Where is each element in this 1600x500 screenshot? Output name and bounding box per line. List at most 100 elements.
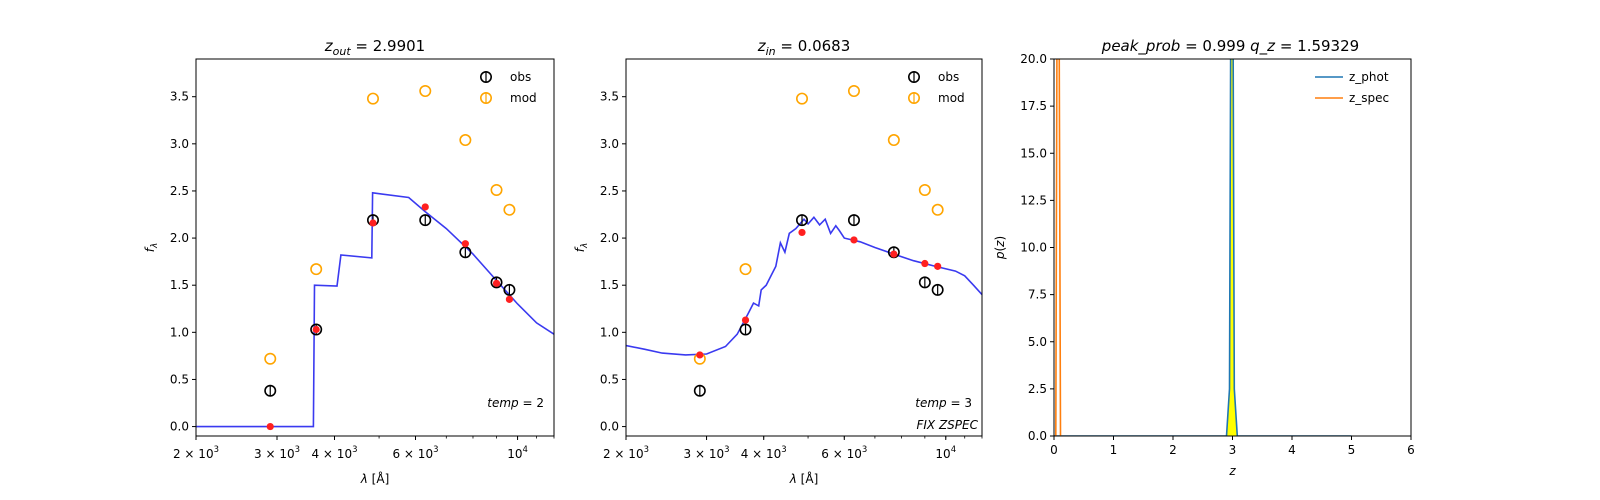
model-flux-point: [461, 240, 469, 248]
model-flux-point: [492, 279, 501, 287]
y-tick-label: 20.0: [1020, 52, 1047, 66]
y-tick-label: 1.5: [600, 278, 619, 292]
x-tick-label: 5: [1348, 443, 1356, 457]
legend-label: obs: [938, 70, 959, 84]
y-tick-label: 0.5: [170, 372, 189, 386]
series-line-z-phot: [1054, 59, 1352, 436]
mod-point: [931, 203, 944, 216]
x-axis-label: λ [Å]: [360, 471, 390, 486]
mod-point: [459, 134, 472, 147]
model-flux-point: [798, 228, 806, 237]
template-annotation: temp = 2: [487, 396, 544, 410]
x-tick-label: 6 × 103: [392, 445, 438, 461]
mod-point: [739, 263, 752, 276]
obs-point: [739, 323, 752, 336]
panel-title: zout = 2.9901: [324, 37, 425, 58]
legend-label: obs: [510, 70, 531, 84]
model-flux-point: [850, 236, 858, 244]
x-tick-label: 104: [507, 445, 528, 461]
sed-panel-in: 0.0 0.5 1.0 1.5 2.0 2.5 3.0 3.5 2 × 103 3 × 103 4 …: [573, 37, 983, 486]
obs-point: [310, 323, 323, 336]
x-tick-label: 2 × 103: [173, 445, 219, 461]
x-tick-label: 4: [1288, 443, 1296, 457]
mod-point: [847, 85, 860, 98]
y-tick-label: 0.5: [600, 372, 619, 386]
model-flux-point: [921, 259, 929, 268]
x-tick-label: 1: [1110, 443, 1118, 457]
x-tick-label: 3 × 103: [684, 445, 730, 461]
obs-point: [264, 384, 277, 397]
y-tick-label: 1.0: [170, 325, 189, 339]
obs-point: [796, 214, 809, 227]
x-tick-label: 2 × 103: [603, 445, 649, 461]
legend-marker: [907, 92, 920, 105]
model-flux-point: [696, 351, 704, 359]
y-tick-label: 10.0: [1020, 241, 1047, 255]
y-tick-label: 2.0: [600, 231, 619, 245]
x-tick-label: 4 × 103: [741, 445, 787, 461]
x-tick-label: 3: [1229, 443, 1237, 457]
y-tick-label: 3.0: [170, 137, 189, 151]
model-flux-point: [934, 262, 942, 270]
mod-point: [366, 92, 379, 105]
y-tick-label: 2.5: [170, 184, 189, 198]
model-flux-point: [266, 422, 274, 431]
model-flux-point: [421, 203, 429, 211]
mod-point: [796, 92, 809, 105]
panel-title: zin = 0.0683: [757, 37, 851, 58]
axes-frame: [625, 58, 983, 437]
y-tick-label: 3.5: [600, 90, 619, 104]
y-tick-label: 15.0: [1020, 146, 1047, 160]
x-axis-label: z: [1228, 464, 1236, 478]
y-tick-label: 7.5: [1028, 288, 1047, 302]
legend-label: mod: [938, 91, 965, 105]
pz-panel: 0.0 2.5 5.0 7.5 10.0 12.5 15.0 17.5 20.0 0 1 2 3 4 5 6 p…: [993, 37, 1415, 478]
model-flux-point: [369, 219, 377, 227]
x-tick-label: 3 × 103: [254, 445, 300, 461]
mod-point: [887, 134, 900, 147]
y-tick-label: 2.5: [600, 184, 619, 198]
x-tick-label: 2: [1169, 443, 1177, 457]
y-tick-label: 1.0: [600, 325, 619, 339]
x-tick-label: 0: [1050, 443, 1058, 457]
mod-point: [918, 184, 931, 197]
y-tick-label: 2.5: [1028, 382, 1047, 396]
y-tick-label: 2.0: [170, 231, 189, 245]
mod-point: [310, 263, 323, 276]
y-axis-label: fλ: [143, 243, 160, 253]
series-line-z-spec: [1055, 59, 1062, 436]
model-flux-point: [505, 295, 514, 303]
y-tick-label: 0.0: [600, 420, 619, 434]
y-tick-label: 3.5: [170, 90, 189, 104]
y-tick-label: 17.5: [1020, 99, 1047, 113]
y-tick-label: 5.0: [1028, 335, 1047, 349]
y-axis-label: p(z): [993, 236, 1007, 260]
sed-line: [196, 191, 554, 428]
legend-label: z_spec: [1349, 91, 1389, 105]
panel-title: peak_prob = 0.999 q_z = 1.59329: [1101, 37, 1359, 56]
x-axis-label: λ [Å]: [789, 471, 819, 486]
obs-point: [419, 214, 432, 227]
mod-point: [419, 85, 432, 98]
mod-point: [503, 203, 516, 216]
obs-point: [693, 384, 706, 397]
axes-frame: [195, 58, 555, 437]
obs-point: [918, 276, 931, 289]
y-tick-label: 12.5: [1020, 193, 1047, 207]
obs-point: [847, 214, 860, 227]
y-axis-label: fλ: [573, 243, 590, 253]
x-tick-label: 6 × 103: [821, 445, 867, 461]
legend-label: z_phot: [1349, 70, 1389, 84]
x-tick-label: 6: [1407, 443, 1415, 457]
pz-fill: [1226, 59, 1238, 436]
legend-marker: [907, 71, 920, 84]
obs-point: [503, 283, 516, 296]
y-tick-label: 0.0: [1028, 429, 1047, 443]
y-tick-label: 0.0: [170, 420, 189, 434]
y-tick-label: 3.0: [600, 137, 619, 151]
template-annotation: temp = 3: [915, 396, 972, 410]
x-tick-label: 104: [935, 445, 956, 461]
mod-point: [264, 352, 277, 365]
y-tick-label: 1.5: [170, 278, 189, 292]
